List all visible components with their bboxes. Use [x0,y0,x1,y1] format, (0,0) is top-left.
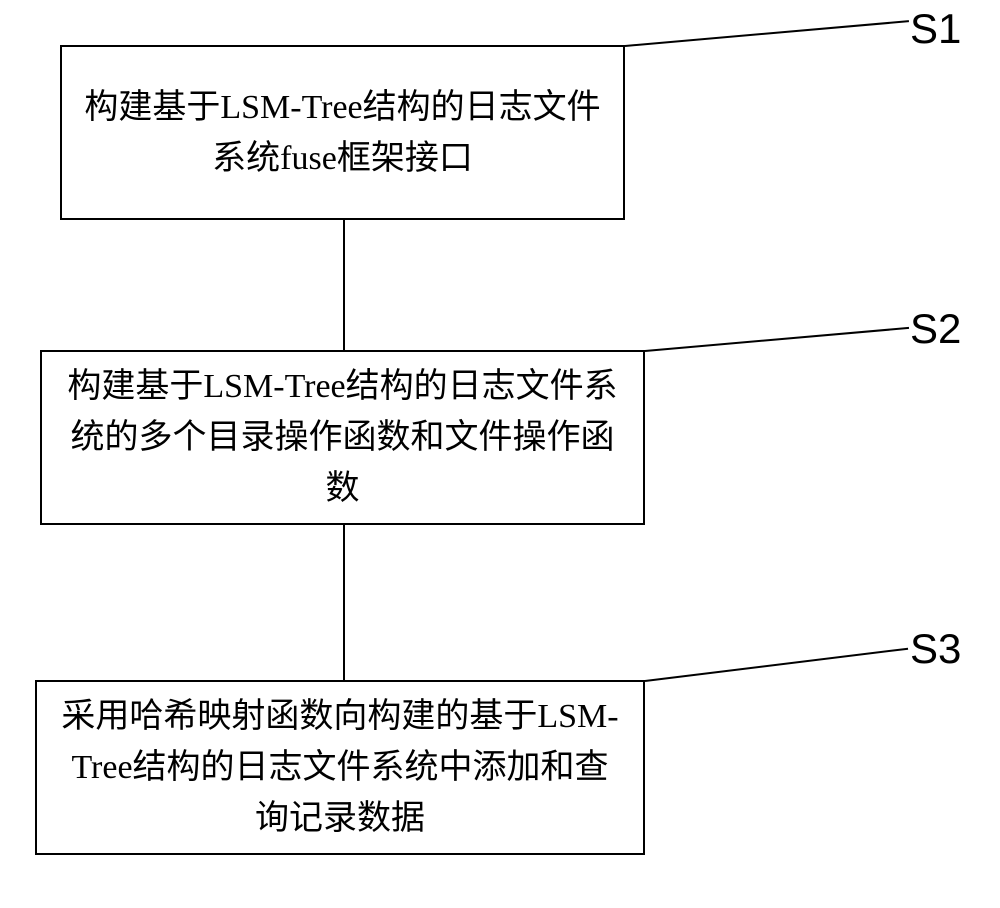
step-box-s1: 构建基于LSM-Tree结构的日志文件系统fuse框架接口 [60,45,625,220]
flowchart-container: 构建基于LSM-Tree结构的日志文件系统fuse框架接口 构建基于LSM-Tr… [0,0,1000,908]
label-line-s3 [645,648,908,682]
step-text-s1: 构建基于LSM-Tree结构的日志文件系统fuse框架接口 [82,82,603,184]
step-label-s3: S3 [910,625,961,673]
step-text-s2: 构建基于LSM-Tree结构的日志文件系统的多个目录操作函数和文件操作函数 [62,361,623,514]
step-box-s3: 采用哈希映射函数向构建的基于LSM-Tree结构的日志文件系统中添加和查询记录数… [35,680,645,855]
label-line-s1 [625,20,909,47]
step-text-s3: 采用哈希映射函数向构建的基于LSM-Tree结构的日志文件系统中添加和查询记录数… [57,691,623,844]
step-box-s2: 构建基于LSM-Tree结构的日志文件系统的多个目录操作函数和文件操作函数 [40,350,645,525]
step-label-s1: S1 [910,5,961,53]
connector-s2-s3 [343,525,345,680]
connector-s1-s2 [343,220,345,350]
label-line-s2 [645,327,909,352]
step-label-s2: S2 [910,305,961,353]
